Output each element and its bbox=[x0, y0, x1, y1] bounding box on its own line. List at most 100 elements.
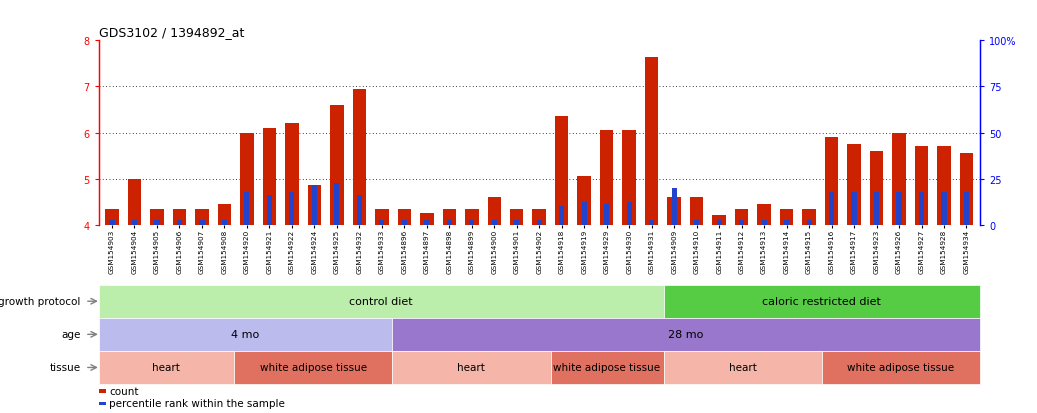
Bar bbox=[99, 389, 106, 393]
Bar bbox=[380, 221, 385, 225]
Bar bbox=[289, 193, 295, 225]
Bar bbox=[128, 179, 141, 225]
Bar bbox=[559, 206, 564, 225]
Bar bbox=[626, 202, 632, 225]
Bar bbox=[199, 221, 204, 225]
Text: age: age bbox=[61, 330, 81, 339]
Bar bbox=[353, 90, 366, 225]
Bar bbox=[600, 131, 614, 225]
Bar bbox=[155, 221, 160, 225]
Text: white adipose tissue: white adipose tissue bbox=[259, 363, 367, 373]
Bar bbox=[106, 209, 119, 225]
Bar bbox=[622, 131, 636, 225]
Bar bbox=[357, 195, 362, 225]
Bar bbox=[664, 285, 980, 318]
Bar bbox=[551, 351, 664, 384]
Bar bbox=[469, 221, 474, 225]
Text: 4 mo: 4 mo bbox=[231, 330, 259, 339]
Bar bbox=[392, 351, 551, 384]
Bar bbox=[555, 117, 568, 225]
Bar bbox=[392, 318, 980, 351]
Text: white adipose tissue: white adipose tissue bbox=[847, 363, 954, 373]
Bar bbox=[420, 214, 433, 225]
Bar bbox=[150, 209, 164, 225]
Bar bbox=[807, 221, 812, 225]
Bar bbox=[964, 193, 969, 225]
Bar bbox=[870, 152, 884, 225]
Bar bbox=[267, 195, 272, 225]
Bar bbox=[735, 209, 749, 225]
Bar bbox=[821, 351, 980, 384]
Text: percentile rank within the sample: percentile rank within the sample bbox=[109, 398, 285, 408]
Bar bbox=[241, 133, 254, 225]
Text: growth protocol: growth protocol bbox=[0, 297, 81, 306]
Bar bbox=[443, 209, 456, 225]
Text: caloric restricted diet: caloric restricted diet bbox=[762, 297, 881, 306]
Bar bbox=[761, 221, 766, 225]
Bar bbox=[487, 197, 501, 225]
Text: white adipose tissue: white adipose tissue bbox=[554, 363, 661, 373]
Bar bbox=[514, 221, 520, 225]
Bar bbox=[537, 221, 541, 225]
Bar bbox=[99, 318, 392, 351]
Text: heart: heart bbox=[729, 363, 757, 373]
Bar bbox=[784, 221, 789, 225]
Bar bbox=[712, 216, 726, 225]
Text: count: count bbox=[109, 386, 139, 396]
Bar bbox=[99, 285, 664, 318]
Bar bbox=[942, 193, 947, 225]
Bar bbox=[285, 124, 299, 225]
Bar bbox=[447, 221, 452, 225]
Bar bbox=[757, 204, 770, 225]
Bar bbox=[915, 147, 928, 225]
Bar bbox=[578, 177, 591, 225]
Bar bbox=[334, 184, 339, 225]
Bar bbox=[847, 145, 861, 225]
Bar bbox=[829, 193, 834, 225]
Bar bbox=[645, 57, 658, 225]
Bar bbox=[234, 351, 392, 384]
Bar bbox=[739, 221, 745, 225]
Bar bbox=[177, 221, 183, 225]
Bar bbox=[803, 209, 816, 225]
Bar bbox=[132, 221, 137, 225]
Bar bbox=[851, 193, 857, 225]
Bar bbox=[465, 209, 478, 225]
Bar bbox=[173, 209, 187, 225]
Bar bbox=[690, 197, 703, 225]
Bar bbox=[424, 221, 429, 225]
Bar bbox=[375, 209, 389, 225]
Bar bbox=[874, 193, 879, 225]
Bar bbox=[919, 193, 924, 225]
Bar bbox=[262, 128, 276, 225]
Bar bbox=[896, 193, 901, 225]
Bar bbox=[672, 188, 677, 225]
Bar bbox=[532, 209, 546, 225]
Bar bbox=[605, 204, 610, 225]
Bar bbox=[397, 209, 411, 225]
Bar bbox=[99, 351, 234, 384]
Bar bbox=[195, 209, 208, 225]
Bar bbox=[892, 133, 905, 225]
Bar bbox=[99, 402, 106, 405]
Bar bbox=[649, 221, 654, 225]
Text: heart: heart bbox=[152, 363, 180, 373]
Bar bbox=[492, 221, 497, 225]
Bar bbox=[330, 106, 343, 225]
Bar bbox=[222, 221, 227, 225]
Bar bbox=[582, 202, 587, 225]
Bar bbox=[664, 351, 821, 384]
Bar bbox=[218, 204, 231, 225]
Text: 28 mo: 28 mo bbox=[669, 330, 704, 339]
Text: heart: heart bbox=[457, 363, 485, 373]
Text: GDS3102 / 1394892_at: GDS3102 / 1394892_at bbox=[99, 26, 244, 39]
Bar bbox=[959, 154, 973, 225]
Bar bbox=[308, 186, 321, 225]
Bar bbox=[824, 138, 838, 225]
Bar bbox=[937, 147, 951, 225]
Bar bbox=[510, 209, 524, 225]
Bar bbox=[780, 209, 793, 225]
Bar bbox=[668, 197, 681, 225]
Bar bbox=[717, 221, 722, 225]
Text: control diet: control diet bbox=[349, 297, 413, 306]
